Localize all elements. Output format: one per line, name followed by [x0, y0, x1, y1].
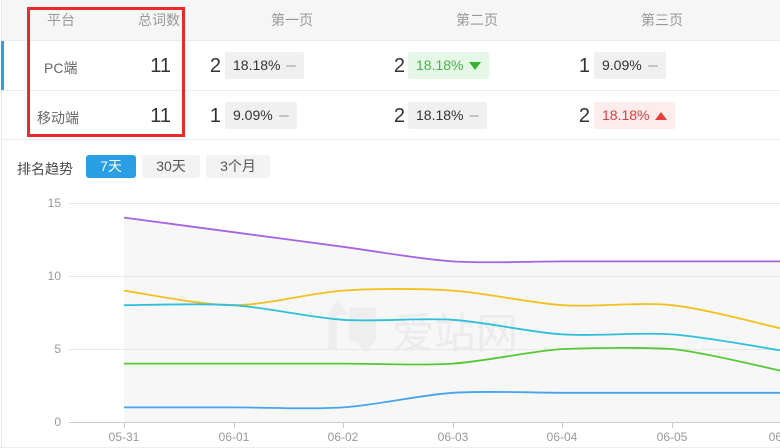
svg-text:06-03: 06-03	[438, 430, 469, 444]
svg-text:5: 5	[54, 342, 61, 356]
svg-text:06-01: 06-01	[219, 430, 250, 444]
svg-text:06-05: 06-05	[657, 430, 688, 444]
svg-text:0: 0	[54, 415, 61, 429]
svg-text:05-31: 05-31	[109, 430, 140, 444]
svg-text:06-02: 06-02	[328, 430, 359, 444]
svg-text:06-04: 06-04	[547, 430, 578, 444]
svg-text:15: 15	[48, 196, 62, 210]
svg-text:10: 10	[48, 269, 62, 283]
svg-text:06-06: 06-06	[769, 430, 780, 444]
